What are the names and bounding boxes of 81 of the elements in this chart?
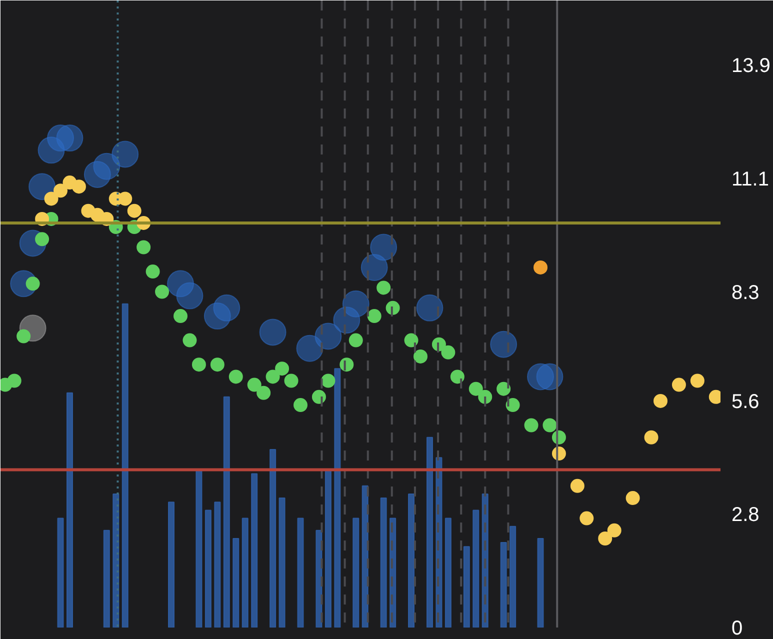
point — [450, 370, 464, 384]
point — [294, 398, 308, 412]
point — [228, 370, 243, 384]
bar — [223, 396, 230, 628]
point — [386, 300, 400, 315]
bar — [214, 502, 221, 628]
y-tick-label: 8.3 — [732, 282, 760, 304]
bar — [168, 502, 175, 628]
point — [127, 204, 142, 218]
point — [367, 309, 382, 324]
point — [192, 358, 206, 372]
point — [174, 309, 188, 324]
point — [266, 370, 280, 384]
y-tick-label: 0 — [732, 618, 743, 639]
bar — [57, 518, 64, 628]
point — [35, 232, 50, 246]
y-tick-label: 13.9 — [732, 55, 770, 78]
point — [256, 386, 271, 400]
bar — [426, 436, 433, 628]
point — [182, 333, 197, 348]
point — [570, 478, 584, 493]
point — [321, 374, 336, 388]
bar — [122, 303, 128, 628]
point — [136, 240, 151, 254]
bar — [324, 469, 332, 628]
bar — [537, 538, 544, 628]
point — [155, 284, 170, 299]
point — [607, 523, 622, 538]
point — [210, 358, 224, 372]
point — [16, 329, 31, 344]
bar — [463, 546, 470, 628]
point — [542, 418, 557, 432]
point — [441, 345, 456, 360]
point — [414, 349, 428, 364]
y-tick-label: 2.8 — [732, 504, 760, 526]
point — [247, 378, 262, 392]
point — [478, 390, 492, 404]
point — [644, 430, 658, 444]
point — [496, 382, 511, 396]
bar — [242, 518, 248, 628]
point — [524, 418, 538, 432]
bar — [103, 530, 110, 628]
point — [580, 511, 594, 526]
bar — [251, 473, 258, 628]
point — [54, 184, 68, 198]
bar — [232, 538, 240, 628]
bar — [270, 449, 276, 628]
point — [468, 382, 483, 396]
point — [275, 362, 290, 376]
point — [72, 180, 86, 194]
bar — [510, 526, 516, 628]
point — [44, 192, 58, 206]
bar — [196, 469, 202, 628]
point — [690, 374, 704, 388]
point — [312, 390, 326, 404]
y-tick-label: 5.6 — [732, 390, 760, 413]
point — [404, 333, 418, 348]
bar — [297, 518, 304, 628]
bar — [352, 518, 360, 628]
point — [506, 398, 520, 412]
point — [672, 378, 686, 392]
bar — [278, 498, 286, 628]
point — [376, 280, 391, 295]
bar — [408, 494, 415, 628]
bar — [472, 510, 480, 628]
point — [598, 532, 612, 546]
bar — [204, 510, 212, 628]
point — [654, 394, 668, 408]
point — [348, 333, 363, 348]
point — [26, 276, 40, 291]
bar — [66, 392, 73, 628]
bar — [334, 368, 341, 628]
y-tick-label: 11.1 — [732, 168, 769, 190]
bar — [380, 498, 387, 628]
point — [626, 491, 640, 506]
point — [7, 374, 22, 388]
bar — [444, 518, 452, 628]
point — [284, 374, 298, 388]
point — [534, 260, 548, 274]
bar — [500, 542, 507, 628]
point — [146, 264, 160, 279]
